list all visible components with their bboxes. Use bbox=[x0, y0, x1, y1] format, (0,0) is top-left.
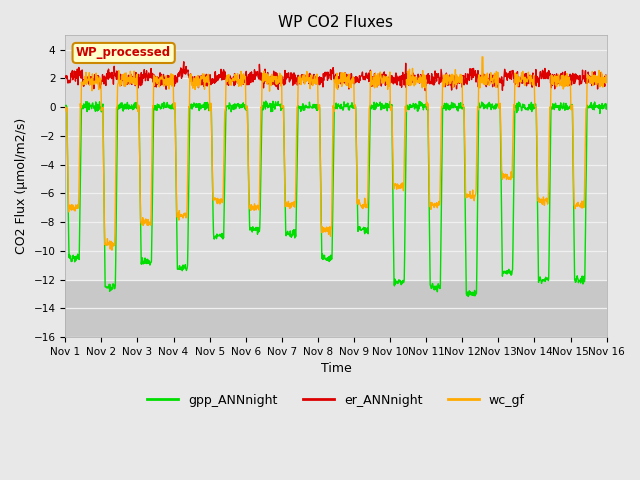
Text: WP_processed: WP_processed bbox=[76, 47, 172, 60]
Legend: gpp_ANNnight, er_ANNnight, wc_gf: gpp_ANNnight, er_ANNnight, wc_gf bbox=[142, 389, 530, 412]
Y-axis label: CO2 Flux (μmol/m2/s): CO2 Flux (μmol/m2/s) bbox=[15, 118, 28, 254]
Title: WP CO2 Fluxes: WP CO2 Fluxes bbox=[278, 15, 394, 30]
Bar bbox=[65, 280, 607, 337]
X-axis label: Time: Time bbox=[321, 362, 351, 375]
